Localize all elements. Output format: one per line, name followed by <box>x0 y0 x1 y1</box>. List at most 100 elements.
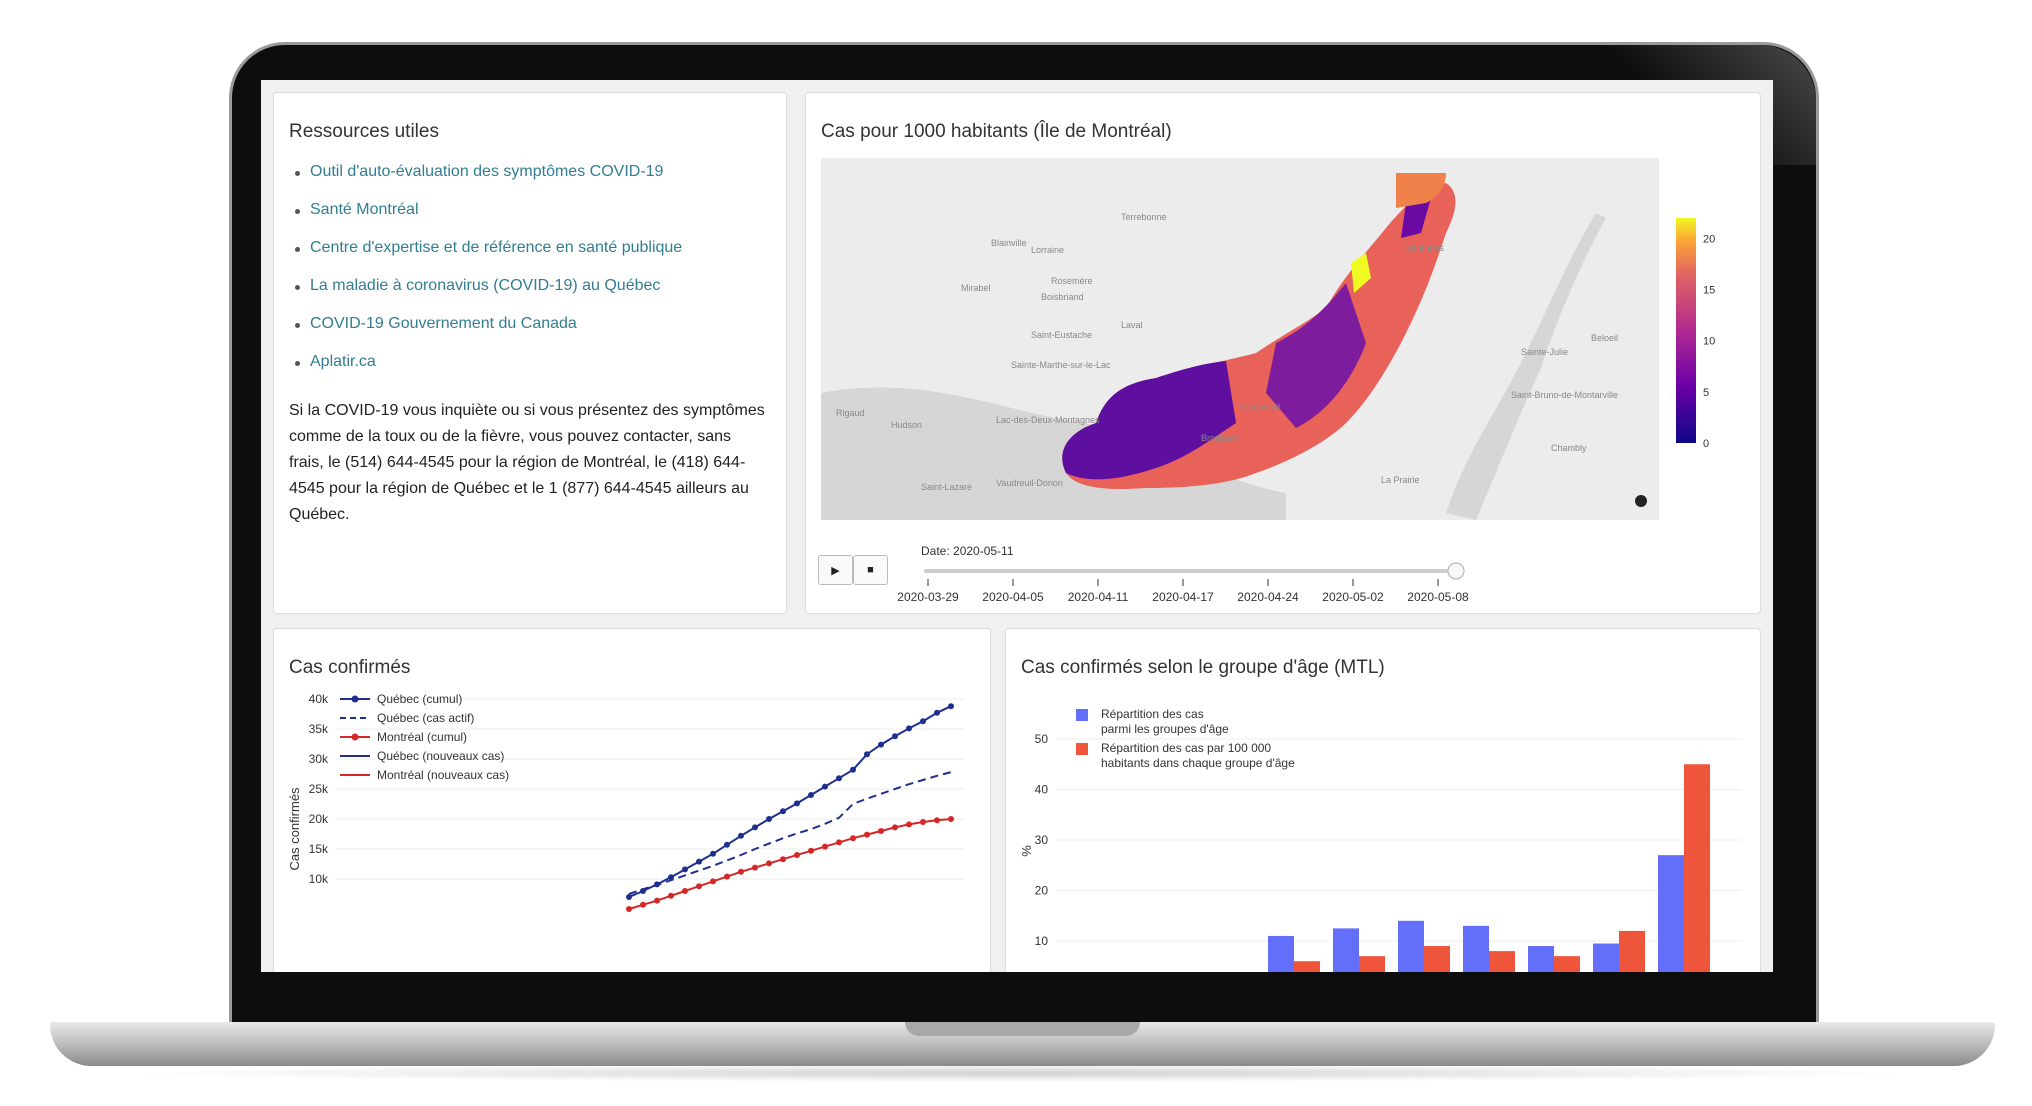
legend-label[interactable]: Québec (cumul) <box>377 692 462 706</box>
data-point <box>864 831 870 838</box>
bar[interactable] <box>1684 764 1710 972</box>
y-tick-label: 10k <box>309 872 329 886</box>
data-point <box>668 892 674 899</box>
bar[interactable] <box>1489 951 1515 972</box>
legend-label[interactable]: Répartition des cas <box>1101 707 1204 721</box>
data-point <box>626 894 632 900</box>
data-point <box>948 816 954 822</box>
series-line <box>628 771 952 895</box>
data-point <box>920 718 926 725</box>
montreal-orange-district <box>1396 173 1446 208</box>
map-place-label: Mirabel <box>961 283 991 293</box>
resource-link[interactable]: Aplatir.ca <box>289 353 682 391</box>
colorbar-tick: 15 <box>1703 285 1715 297</box>
data-point <box>710 850 716 857</box>
slider-handle[interactable] <box>1447 562 1465 580</box>
resource-link[interactable]: Outil d'auto-évaluation des symptômes CO… <box>289 163 682 201</box>
map-place-label: Boisbriand <box>1041 292 1084 302</box>
place-labels: Terrebonne Blainville Lorraine Rosemère Mira… <box>836 212 1618 492</box>
data-point <box>738 832 744 839</box>
age-card: Cas confirmés selon le groupe d'âge (MTL… <box>1005 628 1761 972</box>
slider-tick-label: 2020-04-24 <box>1237 590 1299 604</box>
confirmed-line-chart[interactable]: 40k 35k 30k 25k 20k 15k 10k Cas confirmés Québec… <box>274 629 992 972</box>
stop-button[interactable]: ■ <box>853 555 888 585</box>
play-button[interactable]: ▶ <box>818 555 853 585</box>
map-place-label: Vaudreuil-Dorion <box>996 478 1063 488</box>
bar[interactable] <box>1593 943 1619 972</box>
legend-label[interactable]: Répartition des cas par 100 000 <box>1101 741 1271 755</box>
bar[interactable] <box>1554 956 1580 972</box>
legend-marker <box>351 733 359 741</box>
bullet-icon <box>295 209 300 214</box>
bar[interactable] <box>1424 946 1450 972</box>
resource-link[interactable]: La maladie à coronavirus (COVID-19) au Q… <box>289 277 682 315</box>
colorbar-tick: 20 <box>1703 233 1715 245</box>
legend-label[interactable]: parmi les groupes d'âge <box>1101 722 1229 736</box>
resource-link[interactable]: Santé Montréal <box>289 201 682 239</box>
legend-label[interactable]: Montréal (cumul) <box>377 730 467 744</box>
bullet-icon <box>295 285 300 290</box>
bar[interactable] <box>1359 956 1385 972</box>
bar[interactable] <box>1658 855 1684 972</box>
montreal-west-districts <box>1062 361 1236 480</box>
bar[interactable] <box>1294 961 1320 972</box>
data-point <box>696 858 702 865</box>
data-point <box>682 866 688 873</box>
laptop-base <box>50 1022 1995 1066</box>
map-place-label: Chambly <box>1551 443 1587 453</box>
legend-label[interactable]: Québec (nouveaux cas) <box>377 749 504 763</box>
bar[interactable] <box>1268 935 1294 972</box>
legend-label[interactable]: Québec (cas actif) <box>377 711 474 725</box>
map-place-label: Terrebonne <box>1121 212 1167 222</box>
data-point <box>836 839 842 846</box>
map-place-label: Sainte-Julie <box>1521 347 1568 357</box>
data-point <box>892 733 898 740</box>
map-place-label: Blainville <box>991 238 1027 248</box>
data-point <box>934 817 940 824</box>
legend-swatch <box>1076 709 1088 721</box>
y-tick-label: 25k <box>309 782 329 796</box>
data-point <box>696 883 702 890</box>
y-tick-label: 35k <box>309 722 329 736</box>
y-tick-label: 30 <box>1035 833 1049 847</box>
data-point <box>654 897 660 904</box>
map-place-label: Saint-Bruno-de-Montarville <box>1511 390 1618 400</box>
choropleth-map[interactable]: 20 15 10 5 0 Terrebonne Blainville Lorraine Ros… <box>806 93 1762 615</box>
bar[interactable] <box>1333 928 1359 972</box>
info-icon[interactable] <box>1635 495 1647 507</box>
resource-link[interactable]: Centre d'expertise et de référence en sa… <box>289 239 682 277</box>
data-point <box>752 864 758 871</box>
bar[interactable] <box>1398 920 1424 972</box>
legend-label[interactable]: habitants dans chaque groupe d'âge <box>1101 756 1295 770</box>
map-place-label: Longueuil <box>1241 402 1280 412</box>
data-point <box>682 888 688 894</box>
bullet-icon <box>295 361 300 366</box>
bar[interactable] <box>1463 925 1489 972</box>
river-water <box>1446 213 1606 520</box>
slider-tick-label: 2020-03-29 <box>897 590 959 604</box>
map-title: Cas pour 1000 habitants (Île de Montréal… <box>821 121 1172 142</box>
bullet-icon <box>295 171 300 176</box>
data-point <box>822 843 828 850</box>
resources-title: Ressources utiles <box>289 121 439 142</box>
data-point <box>780 856 786 863</box>
map-place-label: La Prairie <box>1381 475 1420 485</box>
resource-link[interactable]: COVID-19 Gouvernement du Canada <box>289 315 682 353</box>
slider-tick-label: 2020-05-08 <box>1407 590 1469 604</box>
colorbar-tick: 5 <box>1703 387 1709 399</box>
data-point <box>836 775 842 782</box>
confirmed-card: Cas confirmés 40k 35k 30k 25k 20k 15k 10k Cas c… <box>273 628 991 972</box>
y-tick-label: 10 <box>1035 934 1049 948</box>
data-point <box>850 766 856 773</box>
legend-label[interactable]: Montréal (nouveaux cas) <box>377 768 509 782</box>
data-point <box>934 709 940 716</box>
bar[interactable] <box>1619 930 1645 972</box>
map-place-label: Lorraine <box>1031 245 1064 255</box>
map-place-label: Sainte-Marthe-sur-le-Lac <box>1011 360 1111 370</box>
data-point <box>794 852 800 858</box>
y-axis-title: % <box>1019 845 1034 857</box>
bar[interactable] <box>1528 946 1554 972</box>
map-place-label: Lac-des-Deux-Montagnes <box>996 415 1100 425</box>
map-place-label: Hudson <box>891 420 922 430</box>
